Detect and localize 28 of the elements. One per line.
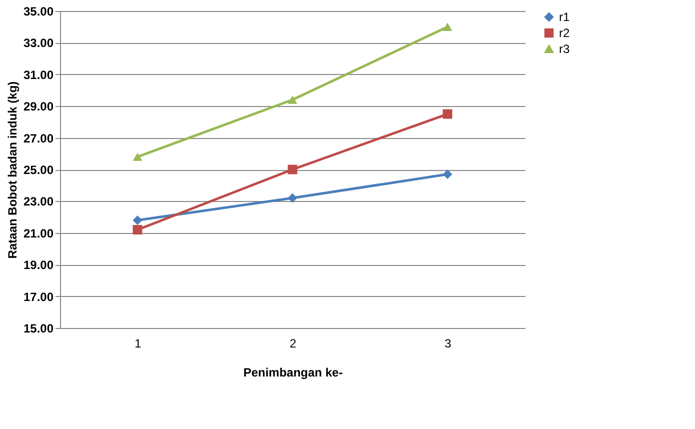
y-tick-label: 21.00	[23, 226, 54, 240]
point	[288, 164, 298, 174]
y-tick-label: 17.00	[23, 290, 54, 304]
legend-label: r1	[559, 10, 570, 24]
x-tick-label: 1	[134, 336, 142, 350]
x-tick-label: 2	[290, 336, 297, 350]
y-tick-label: 23.00	[23, 194, 54, 209]
point	[442, 170, 452, 179]
y-tick-label: 33.00	[23, 36, 54, 50]
y-tick-label: 25.00	[23, 163, 54, 177]
y-tick-label: 29.00	[23, 100, 54, 114]
x-tick-label: 3	[444, 336, 452, 350]
x-axis-title: Penimbangan ke-	[243, 366, 343, 380]
point	[288, 96, 298, 104]
point	[132, 152, 142, 161]
point	[132, 215, 142, 225]
point	[442, 22, 452, 31]
y-tick-label: 19.00	[23, 258, 54, 272]
y-tick-label: 31.00	[23, 68, 54, 82]
point	[442, 109, 452, 119]
legend-label: r2	[559, 26, 570, 40]
y-tick-label: 15.00	[23, 322, 54, 336]
y-tick-label: 27.00	[23, 131, 54, 146]
legend-label: r3	[559, 42, 570, 56]
point	[132, 224, 142, 234]
y-axis-title: Rataan Bobot badan induk (kg)	[5, 81, 20, 259]
point	[288, 193, 298, 203]
y-tick-label: 35.00	[23, 4, 54, 18]
